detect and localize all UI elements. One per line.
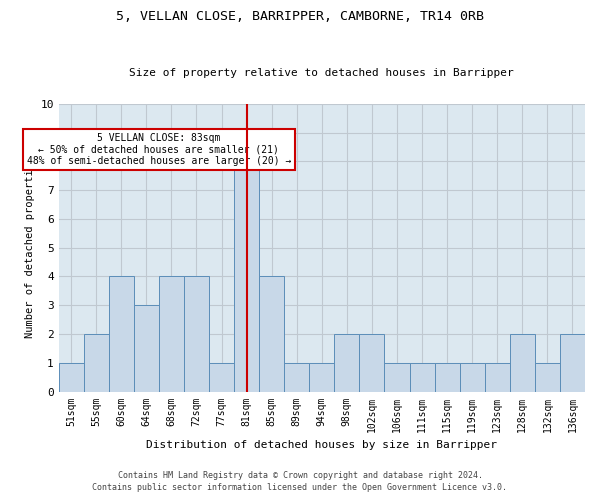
Bar [284, 363, 309, 392]
Bar [234, 162, 259, 392]
Bar [159, 276, 184, 392]
Bar [434, 363, 460, 392]
Bar [460, 363, 485, 392]
Bar [385, 363, 410, 392]
Bar [359, 334, 385, 392]
Bar [209, 363, 234, 392]
Bar [109, 276, 134, 392]
Bar [485, 363, 510, 392]
Text: 5 VELLAN CLOSE: 83sqm
← 50% of detached houses are smaller (21)
48% of semi-deta: 5 VELLAN CLOSE: 83sqm ← 50% of detached … [26, 132, 291, 166]
Bar [334, 334, 359, 392]
Bar [510, 334, 535, 392]
Text: Contains HM Land Registry data © Crown copyright and database right 2024.
Contai: Contains HM Land Registry data © Crown c… [92, 471, 508, 492]
Text: 5, VELLAN CLOSE, BARRIPPER, CAMBORNE, TR14 0RB: 5, VELLAN CLOSE, BARRIPPER, CAMBORNE, TR… [116, 10, 484, 23]
Bar [184, 276, 209, 392]
Bar [134, 305, 159, 392]
Bar [410, 363, 434, 392]
Bar [59, 363, 83, 392]
Bar [83, 334, 109, 392]
X-axis label: Distribution of detached houses by size in Barripper: Distribution of detached houses by size … [146, 440, 497, 450]
Bar [309, 363, 334, 392]
Bar [535, 363, 560, 392]
Y-axis label: Number of detached properties: Number of detached properties [25, 157, 35, 338]
Bar [560, 334, 585, 392]
Bar [259, 276, 284, 392]
Title: Size of property relative to detached houses in Barripper: Size of property relative to detached ho… [130, 68, 514, 78]
